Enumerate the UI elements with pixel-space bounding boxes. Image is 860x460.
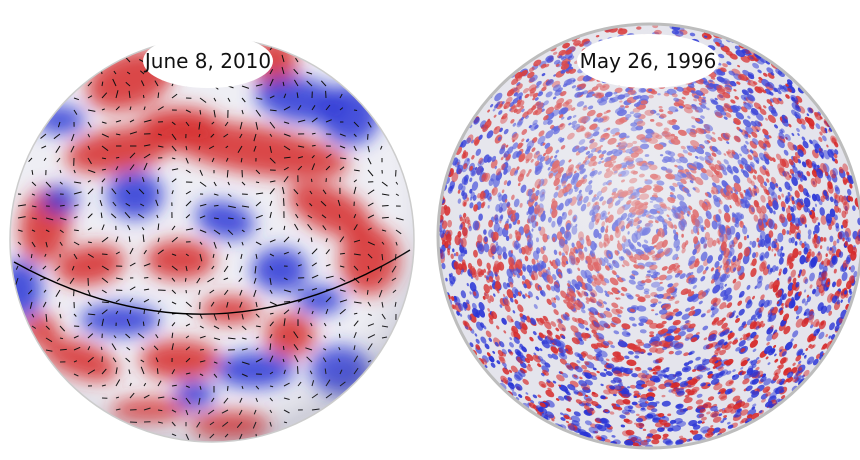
date-label-2010: June 8, 2010 [143,34,273,88]
sphere-1996 [436,22,860,450]
sphere-1996-outline [436,22,860,450]
sphere-2010-shading [10,38,414,442]
sphere-2010 [9,37,415,443]
sphere-1996-center-fade [438,24,860,448]
date-label-1996: May 26, 1996 [577,34,719,88]
